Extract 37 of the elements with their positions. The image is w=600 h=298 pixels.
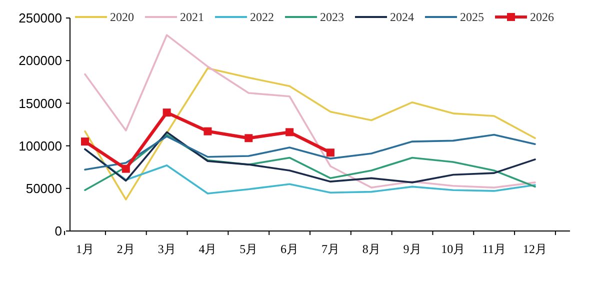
legend-label: 2026 [530,10,554,24]
point [122,164,130,173]
x-tick-label: 9月 [403,242,422,256]
line-series [84,131,536,184]
line-series [84,134,536,192]
legend-label: 2020 [110,10,134,24]
y-tick-label: 150000 [18,96,62,111]
x-tick-label: 3月 [158,242,176,256]
point [81,138,89,146]
x-tick-label: 1月 [76,242,94,256]
y-tick-label: 200000 [18,53,62,68]
y-tick-label: 0 [54,224,62,239]
point [326,148,334,157]
x-tick-label: 8月 [362,242,380,256]
legend-label: 2024 [390,10,414,24]
line-series [84,134,536,171]
x-tick-label: 11月 [482,242,506,256]
legend-label: 2022 [250,10,274,24]
point [162,108,171,117]
y-tick-label: 250000 [18,10,62,26]
x-tick-label: 12月 [523,242,547,256]
y-tick-label: 100000 [18,138,62,154]
point [244,134,253,142]
x-tick-label: 6月 [280,242,299,256]
legend-label: 2021 [180,10,204,24]
line-series [84,67,536,200]
x-tick-label: 2月 [116,242,135,256]
point [286,128,294,136]
x-tick-label: 7月 [321,242,340,256]
y-tick-label: 50000 [26,180,62,196]
x-tick-label: 10月 [441,242,466,256]
line-series [84,34,536,188]
legend-label: 2025 [460,10,484,24]
legend-label: 2023 [320,10,344,24]
x-tick-label: 5月 [240,242,258,256]
x-tick-label: 4月 [198,242,217,256]
point [204,127,212,136]
